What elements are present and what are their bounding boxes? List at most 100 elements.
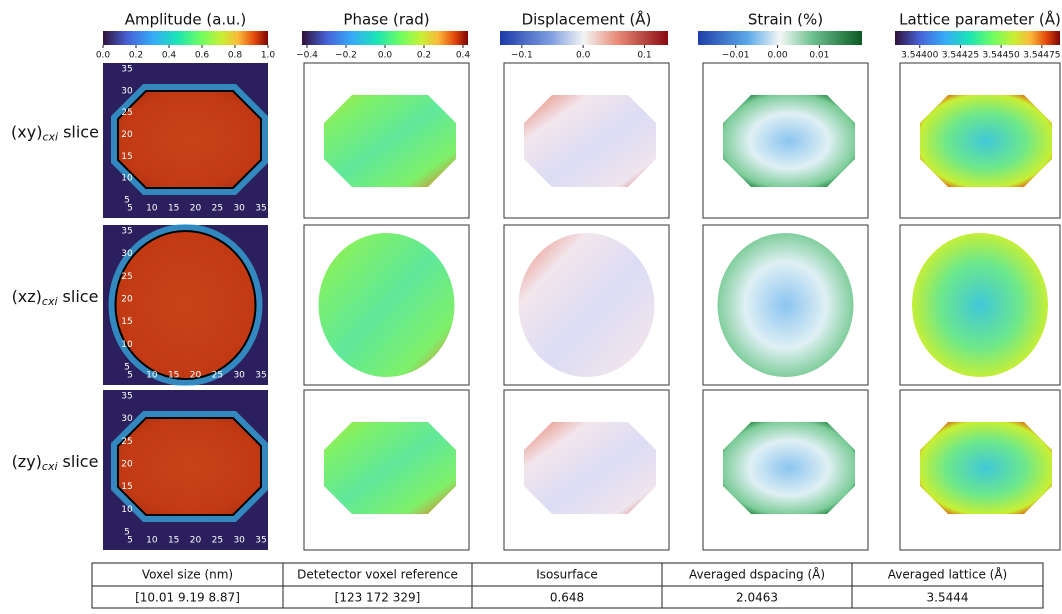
amplitude-y-tick: 20	[121, 130, 133, 140]
amplitude-x-tick: 35	[255, 371, 266, 381]
amplitude-x-tick: 30	[233, 536, 245, 546]
colorbar-tick-label: −0.01	[722, 51, 750, 61]
amplitude-map	[118, 91, 261, 188]
colorbar-tick-label: 0.6	[195, 51, 210, 61]
colorbar	[103, 31, 268, 45]
amplitude-y-tick: 15	[121, 317, 132, 327]
amplitude-x-tick: 15	[168, 536, 179, 546]
amplitude-x-tick: 10	[146, 371, 158, 381]
table-cell: 3.5444	[927, 591, 969, 605]
table-header: Averaged dspacing (Å)	[689, 567, 825, 582]
page: {"columns": [ {"title": "Amplitude (a.u.…	[0, 0, 1062, 610]
amplitude-y-tick: 30	[121, 86, 133, 96]
amplitude-y-tick: 30	[121, 414, 133, 424]
table-header: Detetector voxel reference	[297, 568, 458, 582]
table-cell: [10.01 9.19 8.87]	[135, 591, 240, 605]
row-suffix: slice	[63, 452, 99, 471]
amplitude-y-tick: 15	[121, 152, 132, 162]
row-subscript: cxi	[42, 460, 58, 473]
colorbar-tick-label: 3.54425	[942, 51, 979, 61]
row-plane: (xy)	[11, 122, 42, 141]
column-title: Strain (%)	[748, 11, 823, 29]
colorbar-tick-label: −0.2	[335, 51, 357, 61]
colorbar-tick-label: 0.01	[809, 51, 829, 61]
colorbar	[895, 31, 1060, 45]
map-image	[912, 233, 1048, 377]
amplitude-x-tick: 20	[190, 204, 202, 214]
amplitude-x-tick: 15	[168, 204, 179, 214]
amplitude-x-tick: 20	[190, 536, 202, 546]
table-cell: 0.648	[550, 591, 584, 605]
amplitude-x-tick: 25	[212, 536, 223, 546]
amplitude-y-tick: 25	[121, 272, 132, 282]
map-image	[324, 95, 456, 187]
colorbar	[698, 31, 862, 45]
colorbar-tick-label: 0.0	[96, 51, 111, 61]
amplitude-x-tick: 35	[255, 536, 266, 546]
colorbar-tick-label: 3.54450	[983, 51, 1020, 61]
column-title: Amplitude (a.u.)	[125, 11, 247, 29]
map-image	[524, 422, 656, 514]
amplitude-x-tick: 10	[146, 204, 158, 214]
colorbar-tick-label: 0.0	[378, 51, 393, 61]
amplitude-y-tick: 35	[121, 227, 132, 237]
table-header: Voxel size (nm)	[142, 568, 233, 582]
amplitude-y-tick: 10	[121, 174, 133, 184]
colorbar-tick-label: 0.0	[576, 51, 591, 61]
amplitude-y-tick: 10	[121, 340, 133, 350]
colorbar-tick-label: 0.1	[637, 51, 651, 61]
map-image	[324, 422, 456, 514]
colorbar-tick-label: 0.00	[768, 51, 788, 61]
amplitude-y-tick: 25	[121, 108, 132, 118]
colorbar-tick-label: 0.2	[417, 51, 431, 61]
amplitude-y-tick: 30	[121, 249, 133, 259]
table-cell: 2.0463	[736, 591, 778, 605]
colorbar	[302, 31, 468, 45]
amplitude-y-tick: 35	[121, 392, 132, 402]
column-title: Lattice parameter (Å)	[899, 10, 1061, 29]
amplitude-y-tick: 10	[121, 505, 133, 515]
row-subscript: cxi	[42, 131, 58, 144]
row-subscript: cxi	[42, 295, 58, 308]
amplitude-x-tick: 10	[146, 536, 158, 546]
map-image	[920, 95, 1052, 187]
amplitude-y-tick: 25	[121, 437, 132, 447]
map-image	[519, 233, 655, 377]
colorbar-tick-label: 0.4	[162, 51, 177, 61]
amplitude-x-tick: 25	[212, 371, 223, 381]
row-label: (xy)cxi slice	[11, 122, 99, 144]
colorbar-tick-label: 0.2	[129, 51, 143, 61]
colorbar-tick-label: 3.54475	[1023, 51, 1060, 61]
map-image	[319, 233, 455, 377]
row-plane: (zy)	[12, 452, 42, 471]
amplitude-x-tick: 15	[168, 371, 179, 381]
amplitude-x-tick: 35	[255, 204, 266, 214]
amplitude-x-tick: 5	[127, 371, 133, 381]
amplitude-map	[118, 418, 261, 515]
colorbar-tick-label: −0.1	[511, 51, 533, 61]
map-image	[920, 422, 1052, 514]
map-image	[524, 95, 656, 187]
colorbar-tick-label: 0.4	[456, 51, 471, 61]
map-image	[723, 422, 855, 514]
colorbar	[500, 31, 668, 45]
amplitude-map	[116, 231, 256, 379]
amplitude-y-tick: 20	[121, 460, 133, 470]
amplitude-y-tick: 15	[121, 482, 132, 492]
amplitude-x-tick: 5	[127, 536, 133, 546]
row-plane: (xz)	[12, 287, 42, 306]
amplitude-x-tick: 30	[233, 204, 245, 214]
amplitude-y-tick: 35	[121, 65, 132, 75]
table-cell: [123 172 329]	[335, 591, 421, 605]
table-header: Isosurface	[536, 568, 597, 582]
column-title: Phase (rad)	[343, 11, 429, 29]
row-label: (zy)cxi slice	[12, 452, 99, 474]
colorbar-tick-label: 3.54400	[901, 51, 938, 61]
map-image	[718, 233, 854, 377]
colorbar-tick-label: 0.8	[228, 51, 243, 61]
column-title: Displacement (Å)	[522, 10, 652, 29]
row-suffix: slice	[63, 122, 99, 141]
amplitude-x-tick: 5	[127, 204, 133, 214]
amplitude-x-tick: 30	[233, 371, 245, 381]
